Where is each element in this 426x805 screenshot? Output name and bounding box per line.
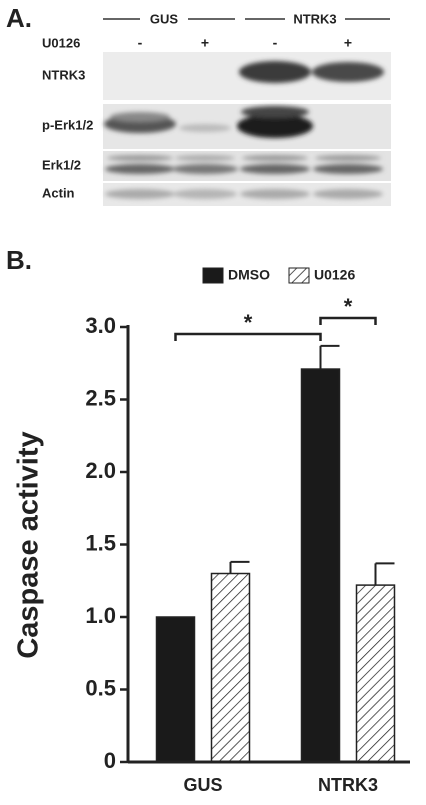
group-label: NTRK3 — [293, 11, 336, 26]
row-label: Erk1/2 — [42, 157, 81, 172]
significance-star: * — [244, 310, 253, 335]
row-label: NTRK3 — [42, 67, 85, 82]
x-tick-label: NTRK3 — [318, 775, 378, 795]
panel-label: B. — [6, 245, 32, 275]
y-tick-label: 0 — [104, 748, 116, 773]
group-label: GUS — [150, 11, 179, 26]
x-tick-label: GUS — [183, 775, 222, 795]
treatment-sign: + — [201, 35, 209, 51]
y-tick-label: 1.5 — [85, 530, 116, 555]
significance-bracket — [174, 332, 322, 341]
bar — [155, 616, 196, 763]
treatment-sign: + — [344, 35, 352, 51]
legend-label: U0126 — [314, 267, 355, 283]
blot — [103, 52, 391, 206]
significance-star: * — [344, 294, 353, 319]
y-tick-label: 1.0 — [85, 603, 116, 628]
row-label: Actin — [42, 185, 75, 200]
y-axis-label: Caspase activity — [13, 431, 45, 658]
y-tick-label: 3.0 — [85, 313, 116, 338]
y-tick-label: 0.5 — [85, 675, 116, 700]
legend-label: DMSO — [228, 267, 270, 283]
legend-swatch — [202, 267, 224, 284]
treatment-sign: - — [138, 35, 143, 51]
legend-swatch — [288, 267, 310, 284]
panel-label: A. — [6, 3, 32, 33]
y-tick-label: 2.5 — [85, 385, 116, 410]
treatment-label: U0126 — [42, 35, 80, 50]
significance-bracket — [319, 316, 377, 325]
bar — [355, 584, 396, 763]
row-label: p-Erk1/2 — [42, 117, 93, 132]
bar — [210, 572, 251, 763]
y-tick-label: 2.0 — [85, 458, 116, 483]
treatment-sign: - — [273, 35, 278, 51]
bar — [300, 368, 341, 763]
